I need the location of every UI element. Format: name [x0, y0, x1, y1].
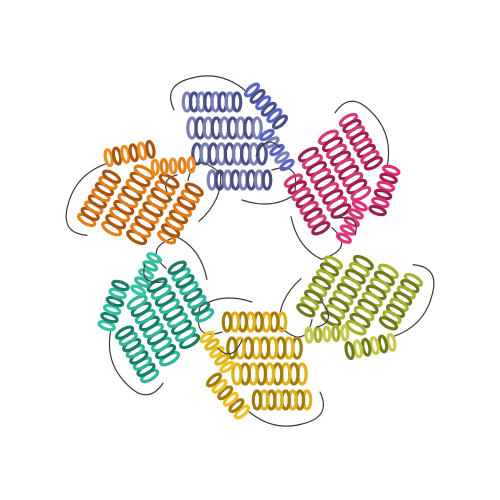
subunit-5 — [97, 236, 243, 396]
helix — [157, 182, 204, 245]
helix — [338, 112, 384, 171]
helix — [181, 91, 243, 113]
helix — [126, 294, 181, 367]
helix — [231, 362, 308, 386]
subunit-6 — [65, 139, 222, 283]
helix — [186, 116, 263, 140]
loop — [255, 141, 281, 157]
helix — [378, 272, 424, 331]
helix — [205, 372, 251, 420]
helix — [344, 332, 397, 361]
helix — [101, 164, 155, 237]
helix — [368, 164, 401, 217]
loop — [246, 391, 324, 427]
loop — [65, 162, 109, 236]
helix — [283, 173, 331, 236]
subunit-2 — [255, 100, 401, 260]
subunit-1 — [165, 75, 297, 205]
helix — [97, 279, 130, 332]
helix — [103, 139, 156, 168]
helix — [259, 128, 295, 172]
helix — [199, 330, 235, 374]
helix — [167, 260, 215, 323]
helix — [206, 169, 273, 191]
helix — [251, 389, 313, 411]
helix — [146, 277, 201, 350]
helix — [126, 173, 180, 246]
subunit-4 — [197, 297, 329, 427]
helix — [221, 311, 288, 333]
helix — [76, 169, 122, 228]
helix — [114, 325, 160, 384]
helix — [130, 252, 163, 296]
subunit-3 — [278, 217, 435, 361]
helix — [226, 336, 303, 360]
loop — [170, 75, 248, 111]
helix — [297, 146, 352, 219]
helix — [317, 129, 372, 202]
helix — [345, 263, 399, 336]
loop — [108, 328, 164, 396]
loop — [316, 301, 329, 328]
helix — [191, 142, 268, 166]
helix — [296, 255, 343, 318]
loop — [335, 217, 357, 236]
loop — [143, 264, 165, 283]
helix — [335, 200, 368, 244]
helix — [150, 156, 196, 176]
helix — [304, 324, 350, 344]
loop — [334, 100, 390, 168]
loop — [391, 264, 435, 338]
helix — [320, 254, 374, 327]
loop — [217, 339, 243, 355]
helix — [243, 82, 289, 130]
